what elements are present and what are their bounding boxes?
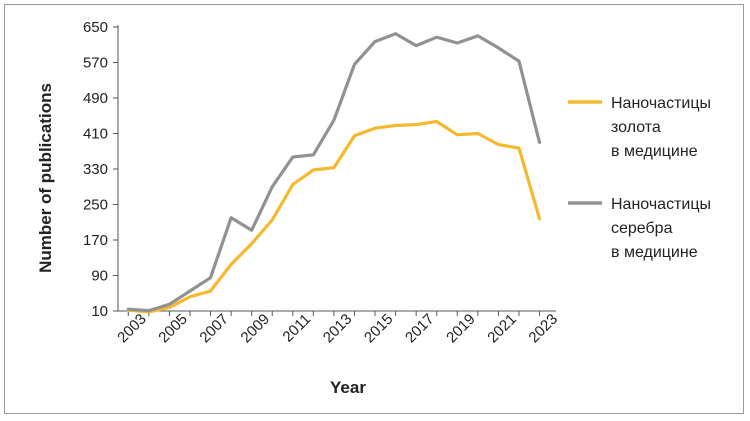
y-tick-label: 330 [83, 161, 108, 178]
legend-label-1: в медицине [611, 143, 698, 160]
series-line-1 [126, 119, 542, 314]
x-tick-label: 2023 [525, 311, 561, 347]
y-tick-label: 490 [83, 90, 108, 107]
legend-label-2: Наночастицы [611, 196, 711, 213]
x-tick-label: 2009 [238, 311, 274, 347]
y-axis: 10 90 170 250 330 410 490 570 650 [83, 19, 118, 320]
y-tick-label: 90 [91, 268, 108, 285]
legend-label-2: в медицине [611, 244, 698, 261]
y-tick-label: 10 [91, 303, 108, 320]
x-axis: 2003 2005 2007 2009 2011 2013 2015 2017 2019 2021… [114, 311, 561, 347]
x-tick-label: 2005 [155, 311, 191, 347]
x-tick-label: 2003 [114, 311, 150, 347]
x-tick-label: 2011 [279, 311, 314, 346]
legend-label-1: золота [611, 119, 661, 136]
x-axis-title: Year [330, 378, 366, 397]
x-tick-label: 2017 [402, 311, 438, 347]
x-tick-label: 2021 [484, 311, 520, 347]
y-tick-label: 170 [83, 232, 108, 249]
x-tick-label: 2019 [443, 311, 479, 347]
legend-label-2: серебра [611, 220, 673, 237]
legend: Наночастицы золота в медицине Наночастицы се… [568, 95, 711, 261]
x-tick-label: 2007 [196, 311, 232, 347]
series-line-2 [126, 32, 542, 313]
y-axis-title: Number of publications [36, 83, 55, 273]
y-tick-label: 570 [83, 55, 108, 72]
x-tick-label: 2013 [320, 311, 356, 347]
legend-label-1: Наночастицы [611, 95, 711, 112]
y-tick-label: 650 [83, 19, 108, 36]
x-tick-label: 2015 [361, 311, 397, 347]
chart-frame [4, 4, 744, 414]
y-tick-label: 250 [83, 197, 108, 214]
y-tick-label: 410 [83, 126, 108, 143]
plot-area [117, 25, 556, 314]
